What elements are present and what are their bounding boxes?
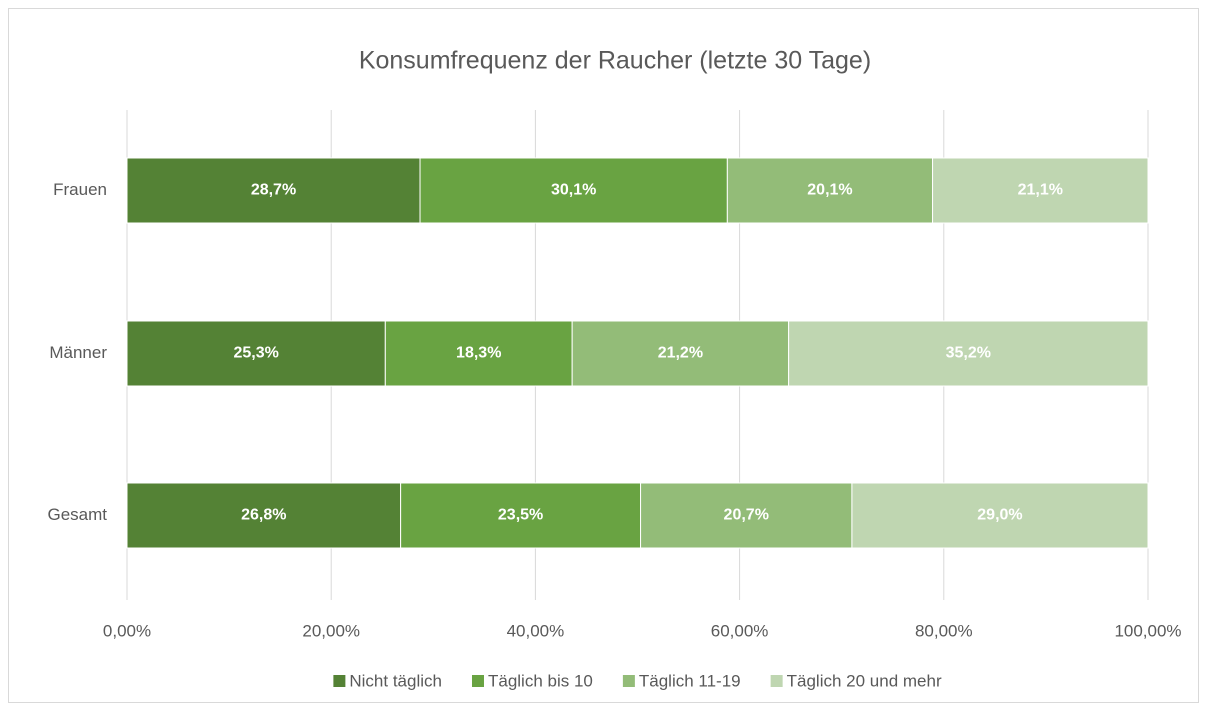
legend-swatch — [333, 675, 346, 687]
data-label: 29,0% — [977, 507, 1022, 524]
data-label: 26,8% — [241, 507, 286, 524]
data-label: 23,5% — [498, 507, 543, 524]
x-tick-label: 40,00% — [507, 621, 565, 640]
bar-segment — [726, 157, 934, 224]
data-label: 20,1% — [807, 182, 852, 199]
bar-segment — [400, 482, 642, 549]
y-tick-label: Frauen — [53, 180, 107, 199]
data-label: 21,2% — [658, 345, 703, 362]
x-tick-label: 20,00% — [302, 621, 360, 640]
data-label: 35,2% — [946, 345, 991, 362]
bar-segment — [384, 320, 573, 387]
chart-title: Konsumfrequenz der Raucher (letzte 30 Ta… — [359, 47, 871, 75]
bar-segment — [126, 320, 386, 387]
x-tick-label: 60,00% — [711, 621, 769, 640]
legend-swatch — [770, 675, 783, 687]
data-label: 18,3% — [456, 345, 501, 362]
data-label: 20,7% — [724, 507, 769, 524]
bar-segment — [640, 482, 853, 549]
legend-label: Täglich 20 und mehr — [787, 671, 942, 690]
y-tick-label: Männer — [49, 343, 107, 362]
bar-segment — [788, 320, 1149, 387]
data-label: 21,1% — [1018, 182, 1063, 199]
bar-segment — [419, 157, 728, 224]
bar-segment — [932, 157, 1149, 224]
x-tick-label: 100,00% — [1114, 621, 1181, 640]
y-tick-label: Gesamt — [47, 505, 107, 524]
bar-segment — [126, 482, 402, 549]
bar-segment — [571, 320, 790, 387]
data-label: 30,1% — [551, 182, 596, 199]
legend-label: Täglich bis 10 — [488, 671, 593, 690]
x-tick-label: 80,00% — [915, 621, 973, 640]
data-label: 28,7% — [251, 182, 296, 199]
x-tick-label: 0,00% — [103, 621, 151, 640]
bar-segment — [851, 482, 1149, 549]
data-label: 25,3% — [233, 345, 278, 362]
legend-label: Nicht täglich — [349, 671, 442, 690]
legend-swatch — [471, 675, 484, 687]
legend-swatch — [622, 675, 635, 687]
legend-label: Täglich 11-19 — [639, 671, 741, 690]
